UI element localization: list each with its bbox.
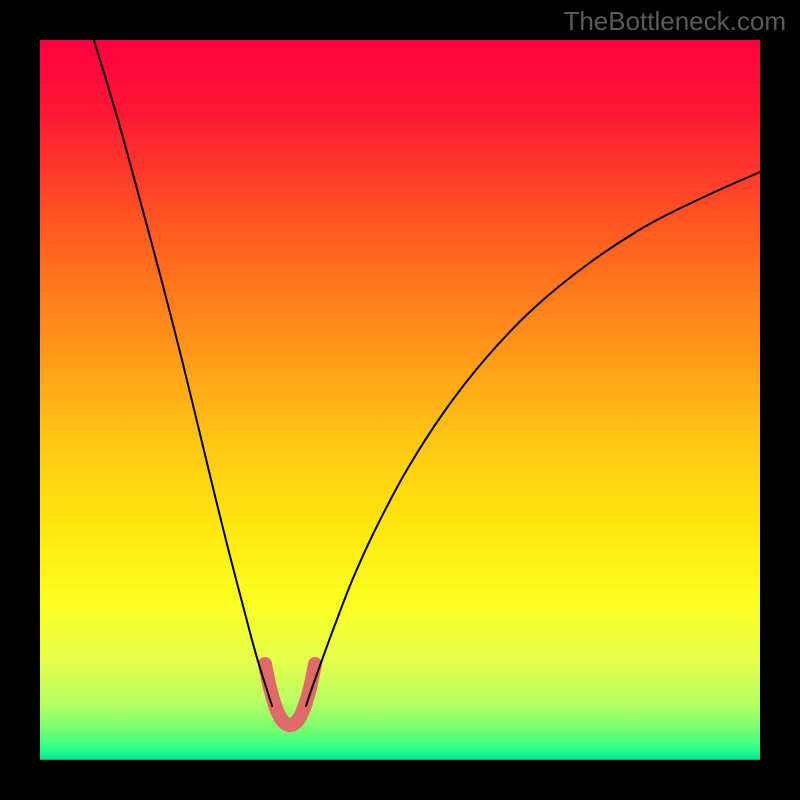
frame-left [0, 0, 40, 800]
watermark-text: TheBottleneck.com [563, 6, 786, 37]
frame-right [760, 0, 800, 800]
frame-bottom [0, 760, 800, 800]
bottleneck-chart [0, 0, 800, 800]
chart-gradient-background [40, 40, 760, 760]
